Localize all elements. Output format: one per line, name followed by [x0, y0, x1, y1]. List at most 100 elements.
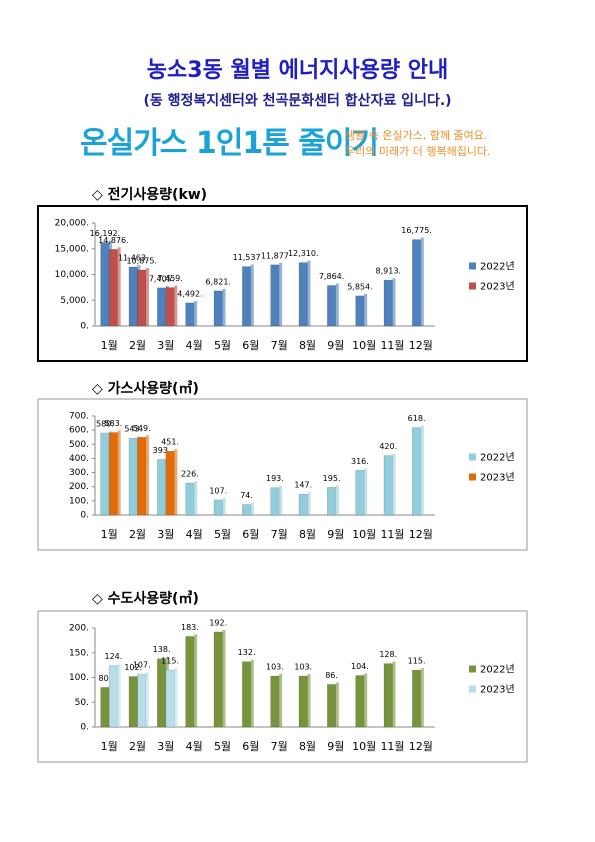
x-tick-label: 2월 [129, 740, 146, 753]
bar [165, 669, 175, 728]
data-label: 138. [153, 645, 171, 654]
x-tick-label: 8월 [299, 528, 316, 541]
bar-side [335, 283, 339, 326]
data-label: 192. [209, 618, 227, 627]
legend-swatch [469, 282, 476, 290]
x-tick-label: 9월 [327, 528, 344, 541]
bar [157, 459, 167, 516]
x-tick-label: 3월 [157, 339, 174, 352]
legend-swatch [469, 685, 476, 693]
y-tick-label: 400. [69, 454, 89, 464]
data-label: 11,537 [233, 253, 261, 262]
bar [213, 499, 223, 516]
bar [355, 295, 365, 327]
bar [137, 673, 147, 728]
bar [100, 432, 110, 516]
bar [270, 264, 280, 327]
data-label: 580. [96, 419, 114, 428]
subtitle: (동 행정복지센터와 천곡문화센터 합산자료 입니다.) [143, 93, 452, 109]
x-tick-label: 4월 [186, 740, 203, 753]
data-label: 11,877 [261, 251, 289, 260]
bar [157, 658, 167, 728]
data-label: 104. [351, 662, 369, 671]
bar [185, 482, 195, 516]
data-label: 80. [99, 674, 112, 683]
bar-side [279, 674, 283, 727]
bar-side [364, 468, 368, 515]
bar [355, 675, 365, 728]
bar-side [222, 629, 226, 727]
data-label: 583. [105, 419, 123, 428]
y-tick-label: 100. [69, 496, 89, 506]
bar-side [307, 492, 311, 515]
x-tick-label: 6월 [242, 339, 259, 352]
bar-side [250, 659, 254, 727]
title: 농소3동 월별 에너지사용량 안내 [146, 58, 449, 83]
x-tick-label: 5월 [214, 339, 231, 352]
bar-side [194, 481, 198, 515]
bar-side [335, 682, 339, 727]
legend-label: 2023년 [480, 472, 515, 484]
data-label: 549. [133, 424, 151, 433]
data-label: 420. [379, 442, 397, 451]
data-label: 5,854. [347, 282, 372, 291]
x-tick-label: 4월 [186, 528, 203, 541]
data-label: 4,492. [177, 289, 202, 298]
x-tick-label: 6월 [242, 740, 259, 753]
y-tick-label: 0. [80, 511, 89, 521]
legend-swatch [469, 665, 476, 673]
x-tick-label: 8월 [299, 740, 316, 753]
data-label: 11,463. [118, 253, 149, 262]
data-label: 124. [105, 652, 123, 661]
x-tick-label: 7월 [271, 339, 288, 352]
bar-side [392, 453, 396, 515]
bar [128, 437, 138, 516]
x-tick-label: 2월 [129, 339, 146, 352]
y-tick-label: 200. [69, 482, 89, 492]
y-tick-label: 0. [80, 723, 89, 733]
data-label: 128. [379, 650, 397, 659]
bar [165, 287, 175, 327]
bar-side [279, 485, 283, 515]
data-label: 102. [124, 663, 142, 672]
banner: 온실가스 1인1톤 줄이기 [80, 126, 379, 161]
x-tick-label: 4월 [186, 339, 203, 352]
bar [412, 427, 422, 516]
data-label: 14,876. [98, 236, 129, 245]
x-tick-label: 9월 [327, 740, 344, 753]
bar [185, 302, 195, 327]
bar-side [222, 288, 226, 326]
x-tick-label: 1월 [101, 339, 118, 352]
data-label: 103. [266, 663, 284, 672]
data-label: 147. [294, 481, 312, 490]
x-tick-label: 11월 [380, 339, 404, 352]
y-tick-label: 600. [69, 426, 89, 436]
bar-side [250, 502, 254, 515]
chart: 0. 100. 200. 300. 400. 500. 600. 700. 1월 580.583.… [37, 398, 528, 551]
bar [242, 661, 252, 728]
bar [383, 663, 393, 728]
data-label: 12,310. [288, 249, 319, 258]
x-tick-label: 5월 [214, 740, 231, 753]
bar-side [174, 668, 178, 727]
x-tick-label: 3월 [157, 740, 174, 753]
data-label: 7,405. [149, 274, 174, 283]
bar-side [117, 247, 121, 326]
bar [298, 262, 308, 327]
bar [327, 487, 337, 516]
chart-border [37, 398, 528, 551]
x-tick-label: 7월 [271, 740, 288, 753]
data-label: 115. [408, 657, 426, 666]
x-tick-label: 6월 [242, 528, 259, 541]
bar [355, 470, 365, 516]
bar-side [194, 300, 198, 326]
data-label: 183. [181, 623, 199, 632]
bar [412, 239, 422, 327]
bar-side [307, 260, 311, 326]
chart: 0. 50. 100. 150. 200. 1월 80. 124. 2월 102.107. 3월 13… [37, 610, 528, 763]
x-tick-label: 12월 [409, 339, 433, 352]
bar-side [279, 262, 283, 326]
bar [298, 675, 308, 728]
y-tick-label: 700. [69, 412, 89, 422]
